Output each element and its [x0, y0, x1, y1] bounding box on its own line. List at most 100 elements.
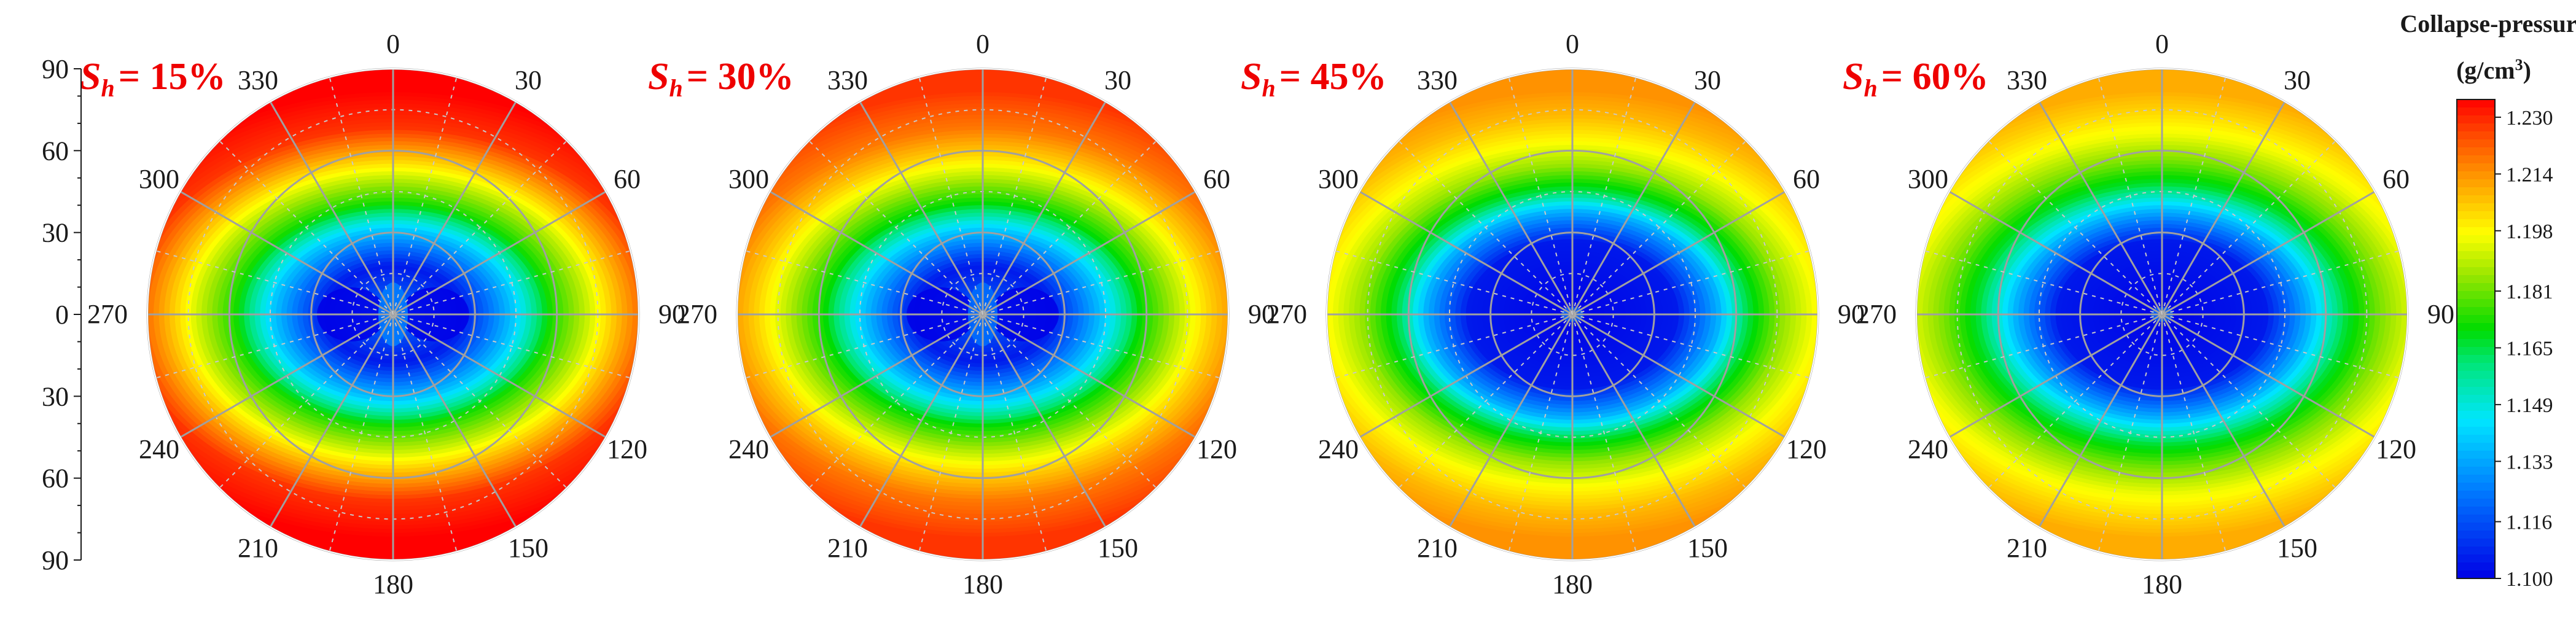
grid-spoke	[219, 140, 394, 315]
grid-spoke	[2161, 314, 2400, 379]
radial-axis-label: 90	[42, 54, 69, 84]
angle-label-120: 120	[2376, 434, 2416, 464]
colorbar-tick-label: 1.116	[2506, 512, 2552, 534]
angle-label-150: 150	[1098, 533, 1138, 563]
panel-title-symbol: S	[1241, 56, 1262, 98]
radial-axis-label: 30	[42, 381, 69, 411]
colorbar-segment	[2457, 467, 2495, 475]
angle-label-240: 240	[139, 434, 179, 464]
angle-label-210: 210	[238, 533, 278, 563]
grid-spoke	[1508, 314, 1573, 552]
colorbar-segment	[2457, 267, 2495, 276]
polar-border	[736, 68, 1229, 561]
colorbar-frame	[2456, 99, 2496, 579]
grid-spoke	[1335, 250, 1573, 315]
angle-label-90: 90	[1838, 299, 1865, 329]
grid-spoke	[1398, 140, 1573, 315]
angle-label-30: 30	[1104, 65, 1131, 95]
grid-spoke	[982, 77, 1047, 315]
grid-spoke	[2161, 313, 2376, 438]
grid-spoke	[859, 101, 984, 315]
grid-spoke	[2098, 314, 2163, 552]
angle-label-270: 270	[1856, 299, 1897, 329]
polar-grid	[146, 68, 640, 561]
panel-title-subscript: h	[1864, 74, 1877, 102]
colorbar-segment	[2457, 371, 2495, 379]
angle-label-120: 120	[1786, 434, 1827, 464]
polar-border	[1326, 68, 1819, 561]
colorbar-segment	[2457, 547, 2495, 555]
colorbar-tick-label: 1.214	[2506, 163, 2553, 186]
colorbar-segment	[2457, 211, 2495, 220]
angle-label-180: 180	[373, 569, 413, 599]
colorbar-segment	[2457, 499, 2495, 507]
panel-title-value: = 15%	[119, 56, 226, 98]
polar-border	[147, 68, 639, 561]
colorbar-segment	[2457, 443, 2495, 451]
polar-panel-0: 0 30 60 90 120 150 180 210 240 270 300 330	[87, 29, 685, 599]
colorbar-segment	[2457, 403, 2495, 411]
grid-spoke	[1335, 314, 1573, 379]
colorbar-segment	[2457, 483, 2495, 491]
colorbar-segment	[2457, 435, 2495, 443]
colorbar-tick-label: 1.165	[2506, 337, 2553, 360]
colorbar-segment	[2457, 227, 2495, 236]
radial-axis-label: 60	[42, 464, 69, 494]
panel-title-symbol: S	[80, 56, 101, 98]
grid-spoke	[269, 314, 394, 528]
grid-spoke	[1948, 313, 2163, 438]
colorbar-segment	[2457, 523, 2495, 531]
panel-title-sh60: Sh= 60%	[1843, 56, 1989, 102]
colorbar-segment	[2457, 107, 2495, 116]
grid-spoke	[1508, 77, 1573, 315]
colorbar-segment	[2457, 451, 2495, 459]
colorbar-segment	[2457, 539, 2495, 547]
grid-spoke	[1359, 313, 1573, 438]
grid-spoke	[392, 77, 458, 315]
colorbar-segment	[2457, 131, 2495, 140]
radial-axis-label: 90	[42, 545, 69, 575]
grid-spoke	[808, 140, 983, 315]
grid-spoke	[2161, 190, 2376, 316]
colorbar-segment	[2457, 395, 2495, 403]
grid-spoke	[745, 314, 983, 379]
grid-spoke	[2098, 77, 2163, 315]
grid-spoke	[392, 314, 568, 489]
grid-spoke	[808, 314, 983, 489]
angle-label-300: 300	[139, 164, 179, 194]
grid-spoke	[982, 314, 1047, 552]
angle-label-30: 30	[2284, 65, 2311, 95]
panel-title-value: = 60%	[1881, 56, 1989, 98]
grid-spoke	[918, 77, 983, 315]
angle-label-0: 0	[1566, 29, 1579, 59]
angle-label-150: 150	[1687, 533, 1728, 563]
colorbar-unit: (g/cm3)	[2456, 56, 2531, 84]
polar-panels: 0306090120150180210240270300330030609012…	[87, 29, 2454, 599]
grid-spoke	[918, 314, 983, 552]
panel-title-symbol: S	[648, 56, 669, 98]
colorbar-unit-base: (g/cm	[2456, 56, 2515, 84]
angle-label-60: 60	[1793, 164, 1820, 194]
panel-title-value: = 45%	[1279, 56, 1387, 98]
colorbar-segment	[2457, 275, 2495, 284]
colorbar-segment	[2457, 147, 2495, 156]
colorbar-segment	[2457, 562, 2495, 571]
grid-spoke	[1572, 313, 1786, 438]
colorbar: 1.230 1.214 1.198 1.181 1.165 1.149 1.133 1.116…	[2456, 99, 2553, 591]
colorbar-segment	[2457, 363, 2495, 372]
colorbar-segment	[2457, 187, 2495, 196]
grid-spoke	[2161, 77, 2227, 315]
grid-spoke	[1359, 190, 1573, 316]
colorbar-unit-close: )	[2523, 56, 2531, 84]
grid-spoke	[1572, 190, 1786, 316]
colorbar-segment	[2457, 355, 2495, 364]
grid-spoke	[1572, 314, 1747, 489]
grid-spoke	[982, 314, 1157, 489]
grid-spoke	[769, 190, 983, 316]
angle-label-90: 90	[2427, 299, 2454, 329]
colorbar-tick-label: 1.133	[2506, 451, 2553, 473]
grid-spoke	[1448, 314, 1574, 528]
grid-spoke	[2161, 101, 2286, 315]
grid-spoke	[392, 314, 517, 528]
colorbar-segment	[2457, 283, 2495, 292]
